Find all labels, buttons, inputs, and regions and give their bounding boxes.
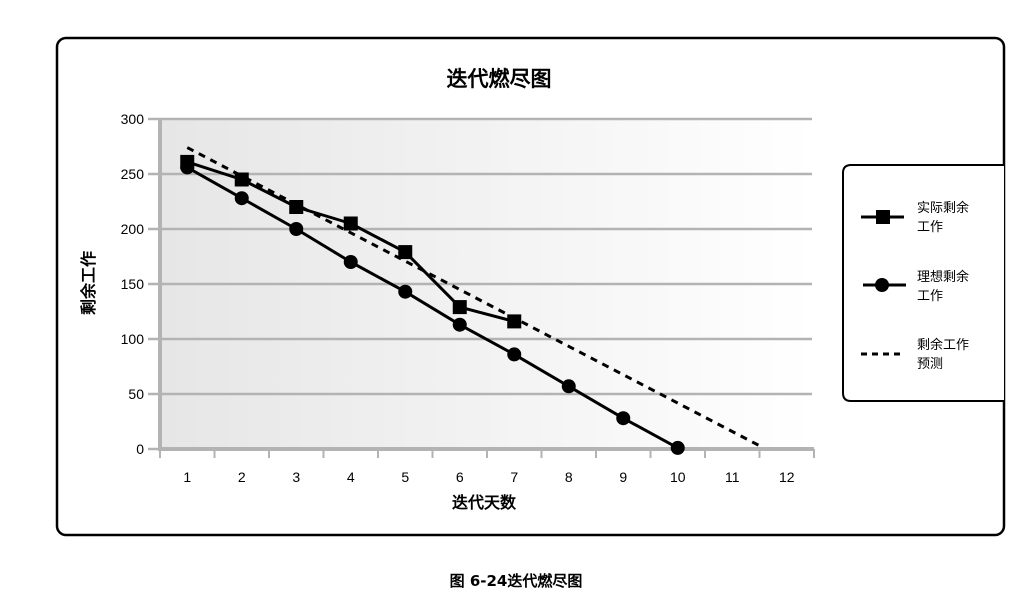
circle-marker xyxy=(234,191,249,206)
square-marker xyxy=(452,300,467,315)
x-tick-label: 7 xyxy=(510,469,518,485)
y-tick-label: 100 xyxy=(121,331,145,347)
x-tick-label: 8 xyxy=(565,469,573,485)
circle-marker-icon xyxy=(875,278,889,292)
x-tick-label: 9 xyxy=(619,469,627,485)
legend-label: 实际剩余 xyxy=(917,200,969,216)
circle-marker xyxy=(289,222,304,236)
x-tick-label: 11 xyxy=(725,469,740,485)
series-line xyxy=(186,166,679,450)
x-tick-label: 6 xyxy=(456,469,464,485)
circle-marker xyxy=(343,255,358,269)
legend-label: 工作 xyxy=(917,289,943,304)
circle-marker xyxy=(507,347,522,362)
circle-marker xyxy=(616,411,631,426)
series-line xyxy=(186,146,761,448)
x-tick-label: 2 xyxy=(238,469,246,485)
y-tick-label: 150 xyxy=(121,276,145,292)
y-tick-label: 0 xyxy=(136,441,144,457)
legend-label: 工作 xyxy=(917,220,943,235)
square-marker xyxy=(398,245,413,260)
legend-label: 理想剩余 xyxy=(917,269,969,285)
square-marker xyxy=(343,216,358,231)
legend-label: 剩余工作 xyxy=(917,337,969,353)
square-marker xyxy=(507,314,522,329)
circle-marker xyxy=(180,160,195,175)
x-tick-label: 12 xyxy=(779,469,795,485)
circle-marker xyxy=(398,284,413,299)
legend-item-forecast: 剩余工作 预测 xyxy=(861,337,969,372)
square-marker xyxy=(234,172,249,187)
y-tick-label: 300 xyxy=(121,111,145,127)
figure-caption: 图 6-24迭代燃尽图 xyxy=(449,572,583,590)
x-tick-label: 3 xyxy=(292,469,300,485)
y-axis: 0 50 100 150 200 250 300 xyxy=(121,111,812,457)
x-tick-label: 5 xyxy=(401,469,409,485)
series-layer xyxy=(180,146,761,455)
legend-item-actual: 实际剩余 工作 xyxy=(861,200,969,235)
x-tick-label: 1 xyxy=(183,469,191,485)
circle-marker xyxy=(670,440,685,455)
legend-item-ideal: 理想剩余 工作 xyxy=(863,269,969,304)
y-tick-label: 200 xyxy=(121,221,145,237)
legend-label: 预测 xyxy=(917,357,943,372)
y-tick-label: 50 xyxy=(128,386,144,402)
y-axis-label: 剩余工作 xyxy=(79,251,98,315)
x-tick-label: 4 xyxy=(347,469,355,485)
legend: 实际剩余 工作 理想剩余 工作 剩余工作 预测 xyxy=(842,164,1004,402)
chart-title: 迭代燃尽图 xyxy=(447,67,552,91)
x-axis-label: 迭代天数 xyxy=(452,493,517,512)
circle-marker xyxy=(452,317,467,332)
y-tick-label: 250 xyxy=(121,166,145,182)
square-marker-icon xyxy=(876,210,890,224)
circle-marker xyxy=(561,379,576,394)
x-axis: 1 2 3 4 5 6 7 8 9 10 11 12 xyxy=(158,447,815,485)
x-tick-label: 10 xyxy=(670,469,686,485)
